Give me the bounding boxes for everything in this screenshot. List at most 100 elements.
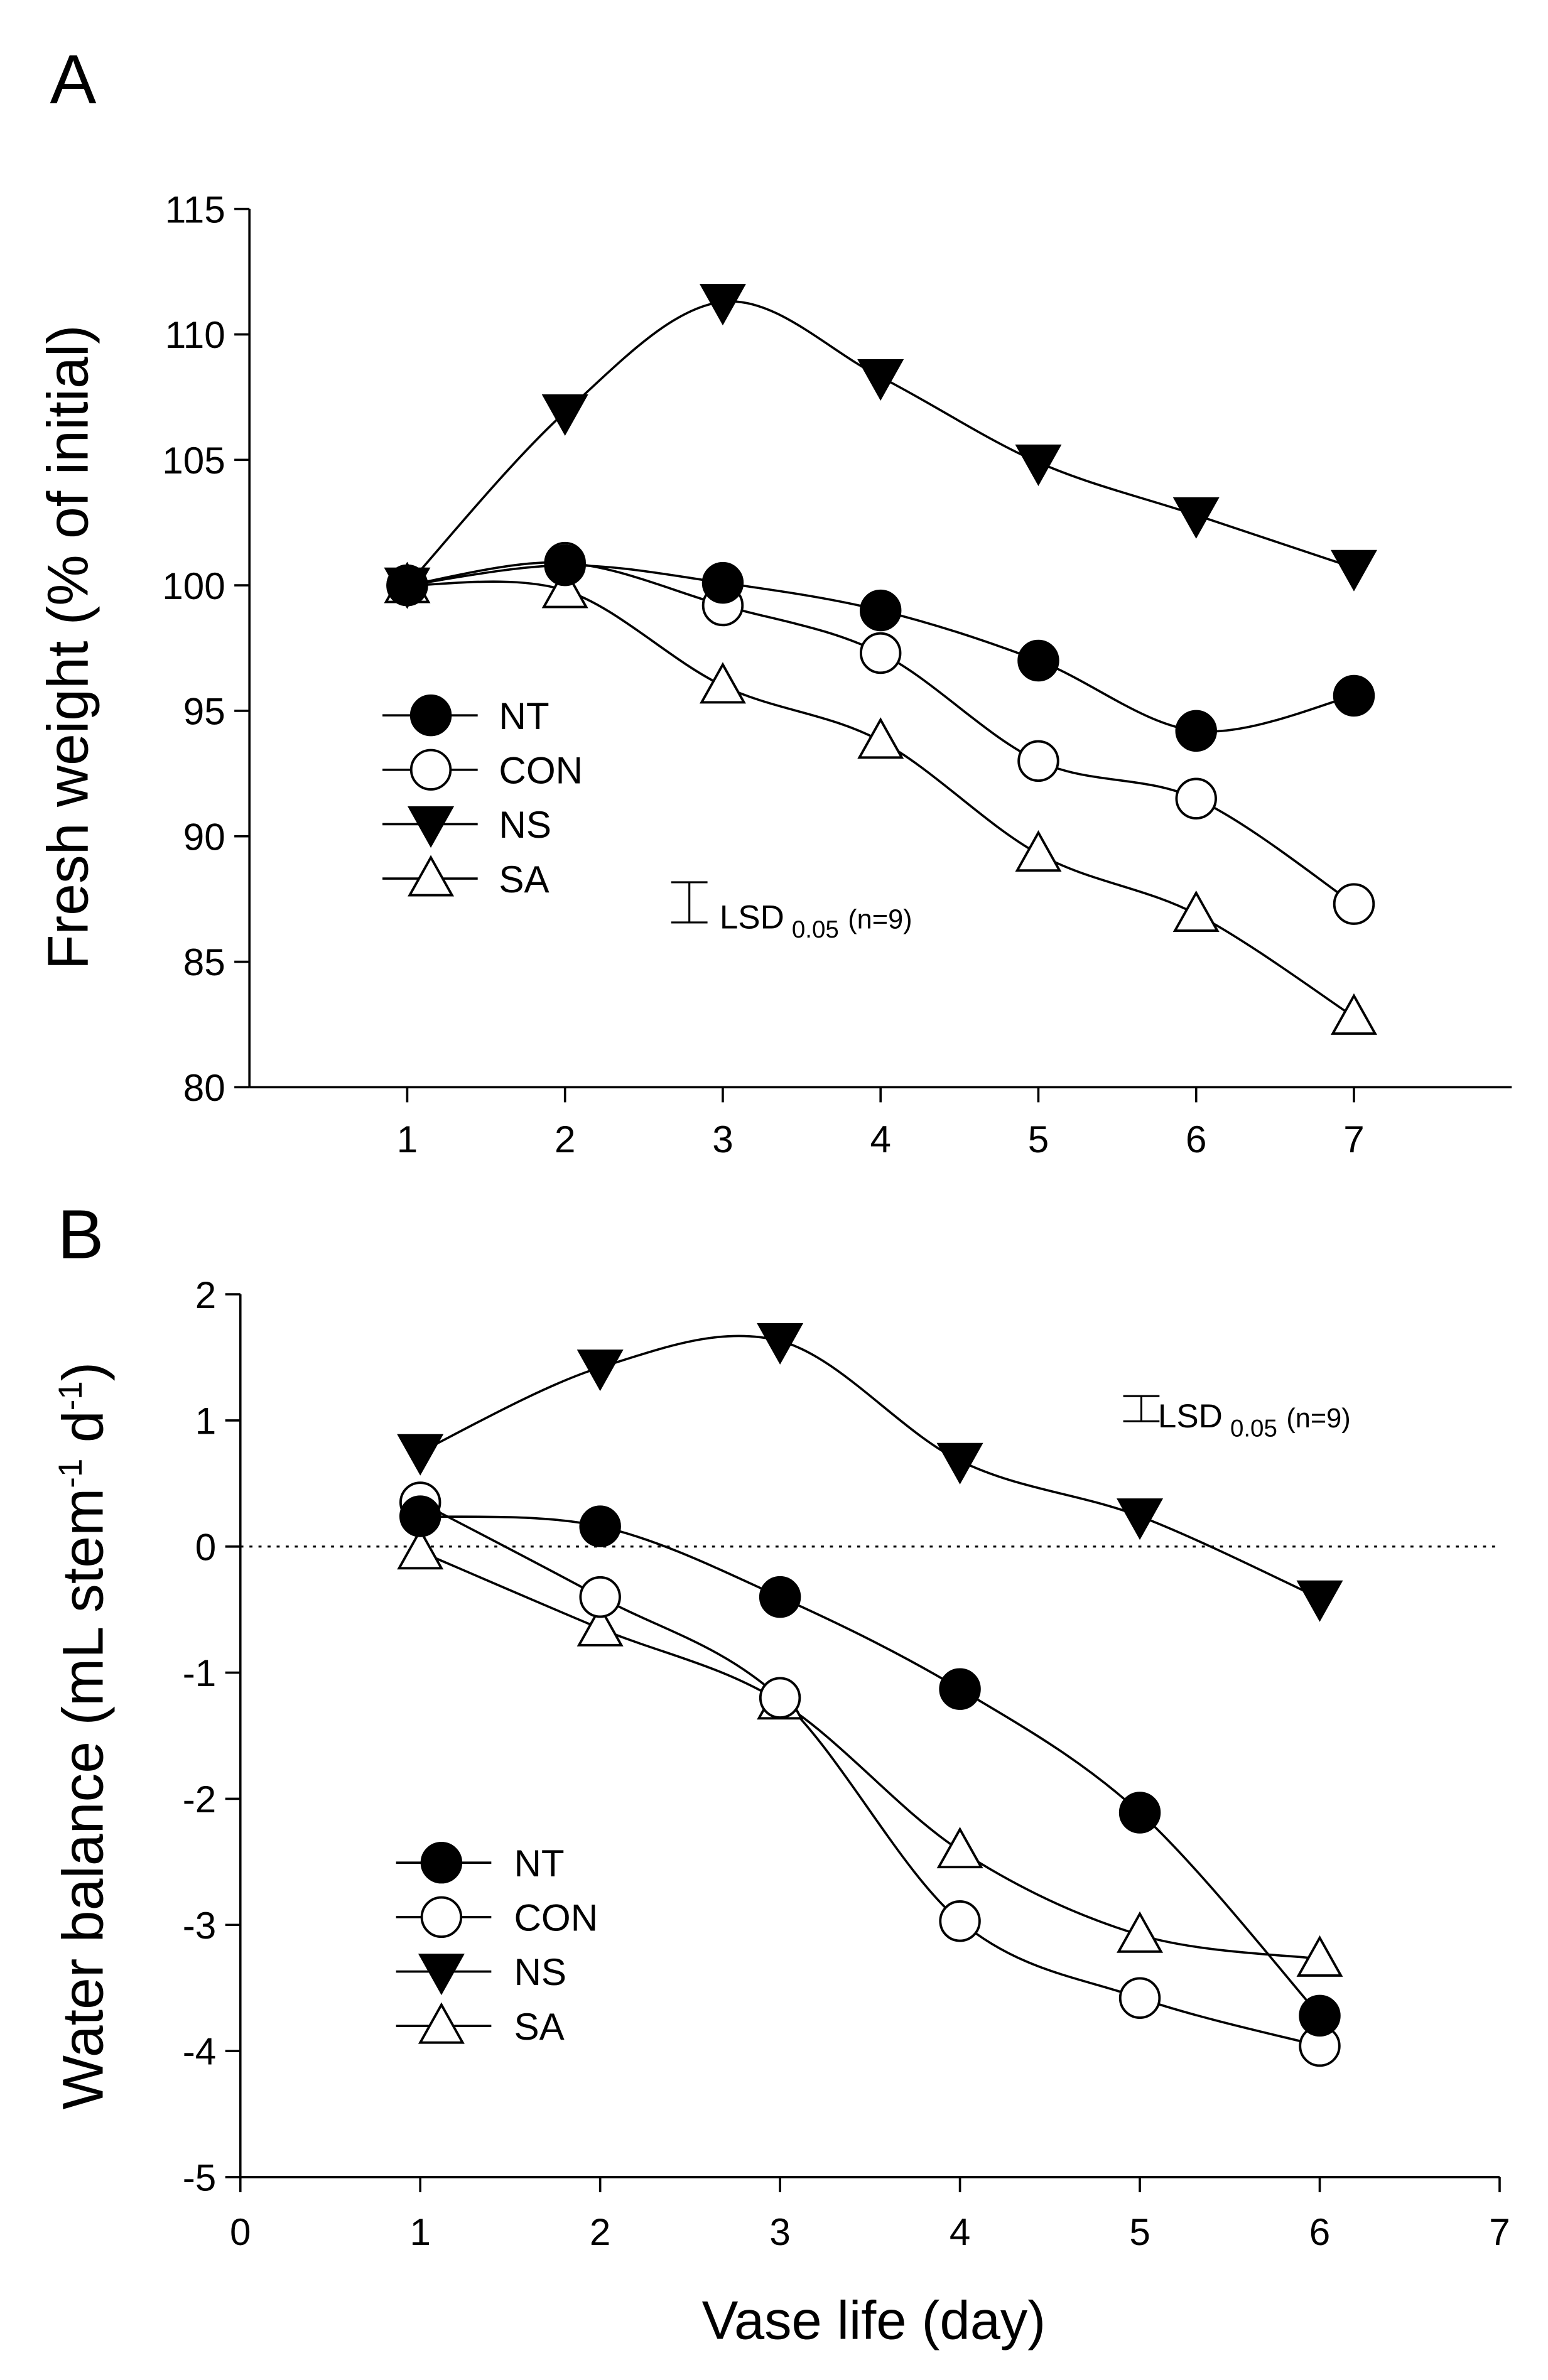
data-point-sa — [1172, 890, 1220, 932]
lsd-label: LSD 0.05 (n=9) — [720, 899, 912, 943]
y-axis-label-text: Fresh weight (% of initial) — [36, 325, 100, 970]
y-tick-label: 100 — [162, 565, 225, 607]
lsd-n: (n=9) — [1286, 1404, 1350, 1434]
data-point-con — [1017, 740, 1059, 782]
data-point-sa — [857, 717, 904, 759]
y-tick-label: -1 — [183, 1652, 217, 1694]
y-tick-label: 85 — [183, 941, 225, 983]
x-axis-label: Vase life (day) — [702, 2290, 1046, 2350]
data-point-ns — [1296, 1580, 1343, 1622]
y-tick-label: 110 — [165, 314, 225, 356]
data-point-con — [579, 1576, 621, 1618]
lsd-label-text: LSD — [1158, 1398, 1223, 1435]
x-tick-label: 4 — [950, 2211, 970, 2253]
data-point-nt — [1017, 639, 1059, 682]
data-point-nt — [1118, 1792, 1161, 1834]
panel-A: A 80 85 90 95 100 105 110 115 1 2 3 4 5 6 7 Fresh weight… — [36, 41, 1512, 1160]
legend-label: CON — [499, 749, 583, 791]
data-point-sa — [699, 662, 746, 704]
legend-marker-nt — [409, 694, 452, 737]
y-tick-label: 95 — [183, 691, 225, 733]
y-axis-label: Water balance (mL stem-1 d-1) — [51, 1362, 116, 2109]
legend-marker-ns — [408, 806, 455, 848]
lsd-subscript: 0.05 — [792, 916, 839, 943]
x-tick-label: 2 — [555, 1118, 575, 1160]
data-point-con — [859, 632, 902, 674]
data-point-con — [759, 1677, 801, 1719]
x-tick-label: 1 — [409, 2211, 430, 2253]
legend-label: NT — [514, 1842, 564, 1885]
legend-marker-sa — [418, 2002, 465, 2044]
legend: NT CON NS SA — [396, 1841, 598, 2048]
x-tick-label: 2 — [590, 2211, 610, 2253]
legend-label: SA — [514, 2006, 565, 2048]
legend-marker-con — [420, 1896, 463, 1939]
legend-marker-sa — [408, 855, 455, 897]
data-point-con — [1118, 1977, 1161, 2019]
data-point-nt — [1299, 1994, 1341, 2037]
data-point-ns — [1015, 444, 1062, 486]
data-point-con — [1333, 883, 1375, 925]
series-line-sa — [419, 1550, 1320, 1961]
y-tick-label: -3 — [183, 1905, 217, 1947]
y-axis-label-text: ) — [51, 1362, 116, 1381]
lsd-error-bar — [671, 881, 708, 924]
x-tick-label: 3 — [712, 1118, 733, 1160]
y-tick-label: 1 — [195, 1400, 216, 1442]
series-line-ns — [419, 1334, 1321, 1599]
data-point-sa — [1296, 1935, 1343, 1977]
data-point-ns — [541, 394, 588, 436]
panel-B: B -5 -4 -3 -2 -1 0 1 2 0 1 2 3 4 5 6 7 Water balance (mL … — [51, 1196, 1510, 2350]
lsd-subscript: 0.05 — [1230, 1415, 1277, 1442]
y-tick-label: 0 — [195, 1526, 216, 1568]
y-axis-label-text: Water balance (mL stem — [51, 1488, 116, 2110]
legend-marker-ns — [418, 1954, 465, 1996]
y-tick-label: 105 — [162, 440, 225, 482]
data-point-nt — [1175, 710, 1217, 752]
x-tick-label: 6 — [1186, 1118, 1206, 1160]
x-tick-label: 1 — [397, 1118, 418, 1160]
data-point-ns — [397, 1434, 444, 1476]
lsd-label: LSD 0.05 (n=9) — [1158, 1398, 1351, 1442]
x-tick-label: 7 — [1489, 2211, 1510, 2253]
lsd-label-text: LSD — [720, 899, 784, 936]
legend-label: NS — [514, 1951, 566, 1993]
panel-letter: A — [50, 41, 96, 118]
y-tick-label: -5 — [183, 2157, 217, 2199]
legend-label: CON — [514, 1897, 598, 1939]
data-point-nt — [544, 544, 586, 587]
lsd-error-bar — [1123, 1395, 1160, 1422]
x-tick-label: 4 — [870, 1118, 890, 1160]
data-point-nt — [579, 1505, 621, 1547]
y-axis-label-sup: -1 — [52, 1459, 89, 1488]
panel-letter: B — [57, 1196, 104, 1273]
x-tick-label: 0 — [230, 2211, 251, 2253]
y-tick-label: 2 — [195, 1274, 216, 1316]
data-point-ns — [576, 1350, 624, 1392]
data-point-sa — [397, 1528, 444, 1570]
x-tick-label: 3 — [769, 2211, 790, 2253]
x-tick-label: 5 — [1028, 1118, 1049, 1160]
data-point-sa — [576, 1604, 624, 1647]
data-point-nt — [701, 561, 744, 604]
data-point-nt — [386, 564, 428, 607]
data-point-sa — [1015, 830, 1062, 872]
data-point-ns — [1172, 497, 1220, 539]
data-point-nt — [939, 1668, 981, 1710]
y-tick-label: -4 — [183, 2031, 217, 2073]
data-point-nt — [859, 589, 902, 632]
y-tick-label: 115 — [165, 188, 225, 230]
data-point-con — [1175, 777, 1217, 819]
x-tick-label: 6 — [1309, 2211, 1330, 2253]
data-point-ns — [857, 359, 904, 401]
legend: NT CON NS SA — [382, 694, 583, 901]
legend-label: NS — [499, 804, 551, 846]
data-point-ns — [757, 1323, 804, 1365]
y-tick-label: -2 — [183, 1778, 217, 1820]
legend-marker-nt — [420, 1841, 463, 1884]
lsd-n: (n=9) — [848, 905, 912, 935]
y-axis-label: Fresh weight (% of initial) — [36, 325, 100, 970]
data-point-ns — [1117, 1498, 1164, 1540]
legend-marker-con — [409, 749, 452, 791]
data-point-sa — [1117, 1911, 1164, 1953]
